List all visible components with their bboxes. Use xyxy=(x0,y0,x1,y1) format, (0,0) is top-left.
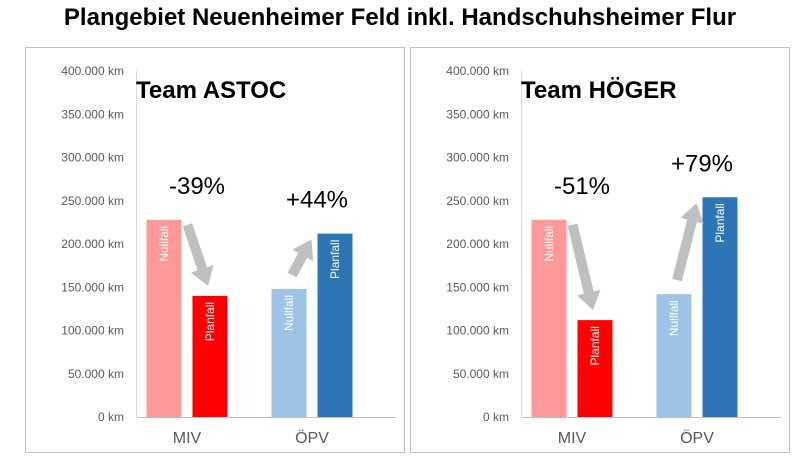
y-tick-label: 0 km xyxy=(98,410,124,424)
y-tick-label: 350.000 km xyxy=(61,107,124,121)
bar-label: Planfall xyxy=(713,203,727,242)
y-tick-label: 150.000 km xyxy=(446,280,509,294)
y-tick-label: 300.000 km xyxy=(61,151,124,165)
y-tick-label: 50.000 km xyxy=(68,367,124,381)
bar-label: Nullfall xyxy=(667,300,681,336)
bar-miv-planfall xyxy=(192,295,228,417)
y-tick-label: 200.000 km xyxy=(446,237,509,251)
y-tick-label: 50.000 km xyxy=(453,367,509,381)
x-category-label: MIV xyxy=(173,430,202,447)
bar-miv-nullfall xyxy=(531,219,567,417)
percent-change-label: -51% xyxy=(554,173,610,200)
arrow-up-icon xyxy=(672,203,704,282)
chart-title: Team HÖGER xyxy=(521,77,677,104)
bar-label: Planfall xyxy=(588,326,602,365)
bar-öpv-nullfall xyxy=(271,288,307,417)
bar-miv-planfall xyxy=(577,320,613,417)
bar-label: Nullfall xyxy=(157,226,171,262)
y-tick-label: 100.000 km xyxy=(446,324,509,338)
y-tick-label: 100.000 km xyxy=(61,324,124,338)
bar-label: Nullfall xyxy=(282,295,296,331)
bar-miv-nullfall xyxy=(146,219,182,417)
bar-label: Planfall xyxy=(328,240,342,279)
chart-panel-astoc: 0 km 50.000 km 100.000 km 150.000 km 200.000… xyxy=(25,47,405,453)
bar-öpv-planfall xyxy=(317,233,353,417)
bar-chart-hoeger: 0 km 50.000 km 100.000 km 150.000 km 200.000… xyxy=(446,64,781,447)
x-category-label: ÖPV xyxy=(295,429,329,447)
bar-öpv-nullfall xyxy=(656,294,692,417)
y-tick-label: 250.000 km xyxy=(61,194,124,208)
bar-öpv-planfall xyxy=(702,197,738,417)
arrow-down-icon xyxy=(182,223,214,286)
arrow-down-icon xyxy=(567,223,601,311)
x-category-label: MIV xyxy=(558,430,587,447)
chart-panel-hoeger: 0 km 50.000 km 100.000 km 150.000 km 200.000… xyxy=(410,47,790,453)
y-tick-label: 400.000 km xyxy=(446,64,509,78)
y-tick-label: 300.000 km xyxy=(446,151,509,165)
bar-chart-astoc: 0 km 50.000 km 100.000 km 150.000 km 200.000… xyxy=(61,64,396,447)
percent-change-label: +44% xyxy=(286,187,348,214)
page-title: Plangebiet Neuenheimer Feld inkl. Handsc… xyxy=(63,4,737,31)
y-tick-label: 150.000 km xyxy=(61,280,124,294)
bar-label: Nullfall xyxy=(542,226,556,262)
x-category-label: ÖPV xyxy=(680,429,714,447)
percent-change-label: -39% xyxy=(169,173,225,200)
bar-label: Planfall xyxy=(203,302,217,341)
y-tick-label: 400.000 km xyxy=(61,64,124,78)
y-tick-label: 200.000 km xyxy=(61,237,124,251)
y-tick-label: 350.000 km xyxy=(446,107,509,121)
arrow-up-icon xyxy=(287,239,314,278)
y-tick-label: 250.000 km xyxy=(446,194,509,208)
percent-change-label: +79% xyxy=(671,150,733,177)
y-tick-label: 0 km xyxy=(483,410,509,424)
chart-title: Team ASTOC xyxy=(136,77,286,104)
